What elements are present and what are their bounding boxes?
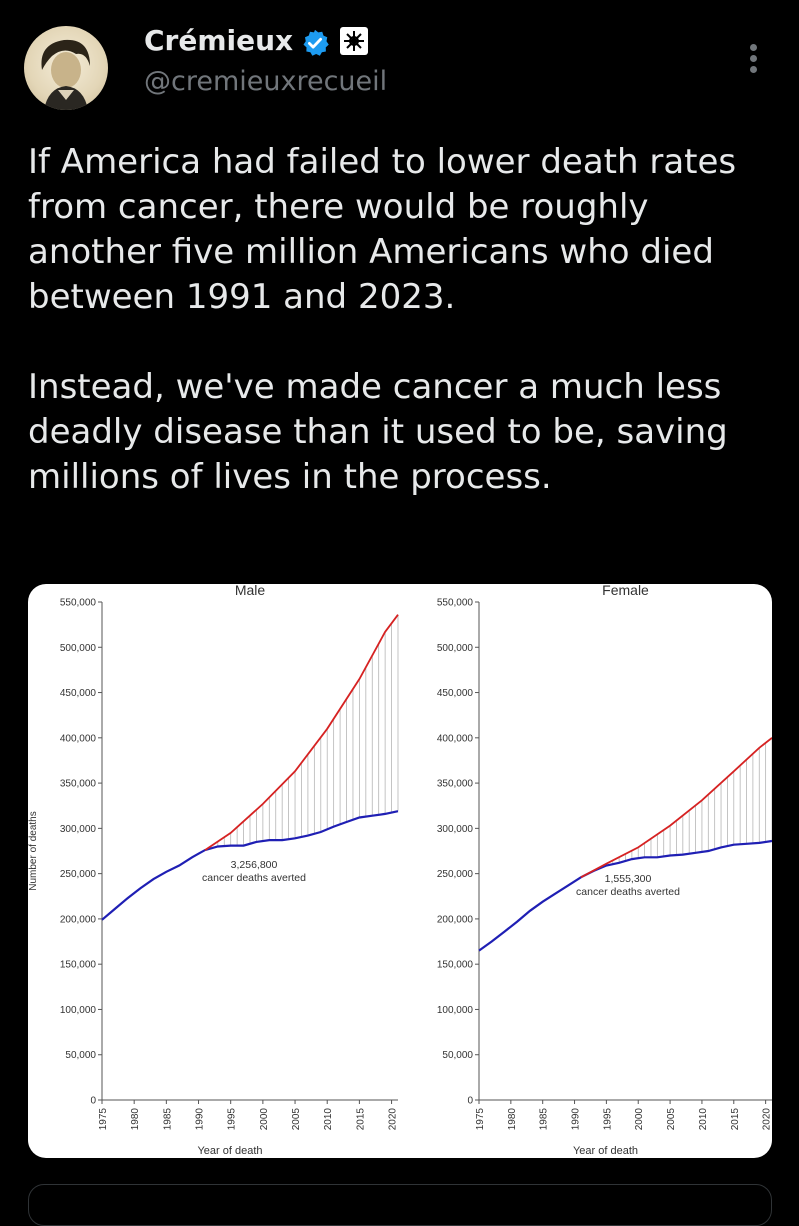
- y-tick-label: 450,000: [60, 688, 97, 699]
- affiliation-badge-icon[interactable]: [340, 27, 368, 55]
- averted-caption-label: cancer deaths averted: [576, 886, 680, 898]
- x-axis-label: Year of death: [573, 1145, 638, 1157]
- quoted-card-edge[interactable]: [28, 1184, 772, 1226]
- observed-deaths-line: [101, 810, 399, 921]
- x-tick-label: 1985: [162, 1108, 173, 1131]
- y-tick-label: 550,000: [437, 598, 474, 609]
- averted-count-label: 1,555,300: [605, 873, 652, 885]
- tweet-paragraph-1: If America had failed to lower death rat…: [28, 142, 737, 317]
- tweet-media-image[interactable]: Male 0 50,000 100,000 150,000 200,000 250,000 3…: [28, 584, 772, 1158]
- x-tick-label: 1995: [227, 1108, 238, 1131]
- x-tick-label: 2020: [762, 1108, 772, 1131]
- y-tick-label: 450,000: [437, 688, 474, 699]
- observed-deaths-line: [478, 839, 772, 952]
- y-tick-label: 100,000: [60, 1005, 97, 1016]
- y-tick-label: 350,000: [60, 779, 97, 790]
- x-tick-label: 2005: [666, 1108, 677, 1131]
- author-avatar[interactable]: [24, 26, 108, 110]
- x-tick-label: 2020: [388, 1108, 399, 1131]
- x-tick-label: 1990: [195, 1108, 206, 1131]
- x-tick-label: 1980: [507, 1108, 518, 1131]
- author-name[interactable]: Crémieux: [144, 24, 294, 57]
- y-tick-label: 300,000: [437, 824, 474, 835]
- chart-title: Female: [602, 584, 649, 598]
- y-tick-label: 50,000: [442, 1050, 473, 1061]
- y-tick-label: 50,000: [65, 1050, 96, 1061]
- x-tick-label: 2010: [698, 1108, 709, 1131]
- y-axis-label: Number of deaths: [28, 811, 39, 891]
- x-tick-label: 2015: [355, 1108, 366, 1131]
- x-tick-label: 1975: [475, 1108, 486, 1131]
- y-tick-label: 200,000: [437, 914, 474, 925]
- x-tick-label: 2000: [259, 1108, 270, 1131]
- expected-deaths-line: [580, 737, 772, 879]
- x-axis-label: Year of death: [197, 1145, 262, 1157]
- averted-caption-label: cancer deaths averted: [202, 872, 306, 884]
- averted-count-label: 3,256,800: [231, 859, 278, 871]
- author-handle[interactable]: @cremieuxrecueil: [144, 66, 388, 97]
- y-tick-label: 300,000: [60, 824, 97, 835]
- y-tick-label: 150,000: [437, 960, 474, 971]
- y-tick-label: 200,000: [60, 914, 97, 925]
- x-tick-label: 1985: [539, 1108, 550, 1131]
- more-options-icon[interactable]: [738, 40, 768, 80]
- x-tick-label: 1975: [98, 1108, 109, 1131]
- expected-deaths-line: [204, 614, 399, 851]
- x-tick-label: 2000: [634, 1108, 645, 1131]
- y-tick-label: 250,000: [437, 869, 474, 880]
- y-tick-label: 350,000: [437, 779, 474, 790]
- verified-badge-icon: [303, 29, 329, 56]
- y-tick-label: 0: [90, 1096, 96, 1107]
- x-tick-label: 2010: [323, 1108, 334, 1131]
- x-tick-label: 1995: [602, 1108, 613, 1131]
- x-tick-label: 2015: [730, 1108, 741, 1131]
- chart-title: Male: [235, 584, 266, 598]
- y-tick-label: 400,000: [60, 733, 97, 744]
- tweet-paragraph-2: Instead, we've made cancer a much less d…: [28, 367, 728, 497]
- y-tick-label: 500,000: [60, 643, 97, 654]
- y-tick-label: 250,000: [60, 869, 97, 880]
- tweet-text: If America had failed to lower death rat…: [28, 140, 778, 500]
- y-tick-label: 550,000: [60, 598, 97, 609]
- y-tick-label: 500,000: [437, 643, 474, 654]
- x-tick-label: 1990: [571, 1108, 582, 1131]
- cancer-deaths-charts: Male 0 50,000 100,000 150,000 200,000 250,000 3…: [28, 584, 772, 1157]
- y-tick-label: 150,000: [60, 960, 97, 971]
- x-tick-label: 2005: [291, 1108, 302, 1131]
- y-tick-label: 400,000: [437, 733, 474, 744]
- avatar-portrait: [41, 39, 90, 110]
- y-tick-label: 0: [467, 1096, 473, 1107]
- x-tick-label: 1980: [130, 1108, 141, 1131]
- y-tick-label: 100,000: [437, 1005, 474, 1016]
